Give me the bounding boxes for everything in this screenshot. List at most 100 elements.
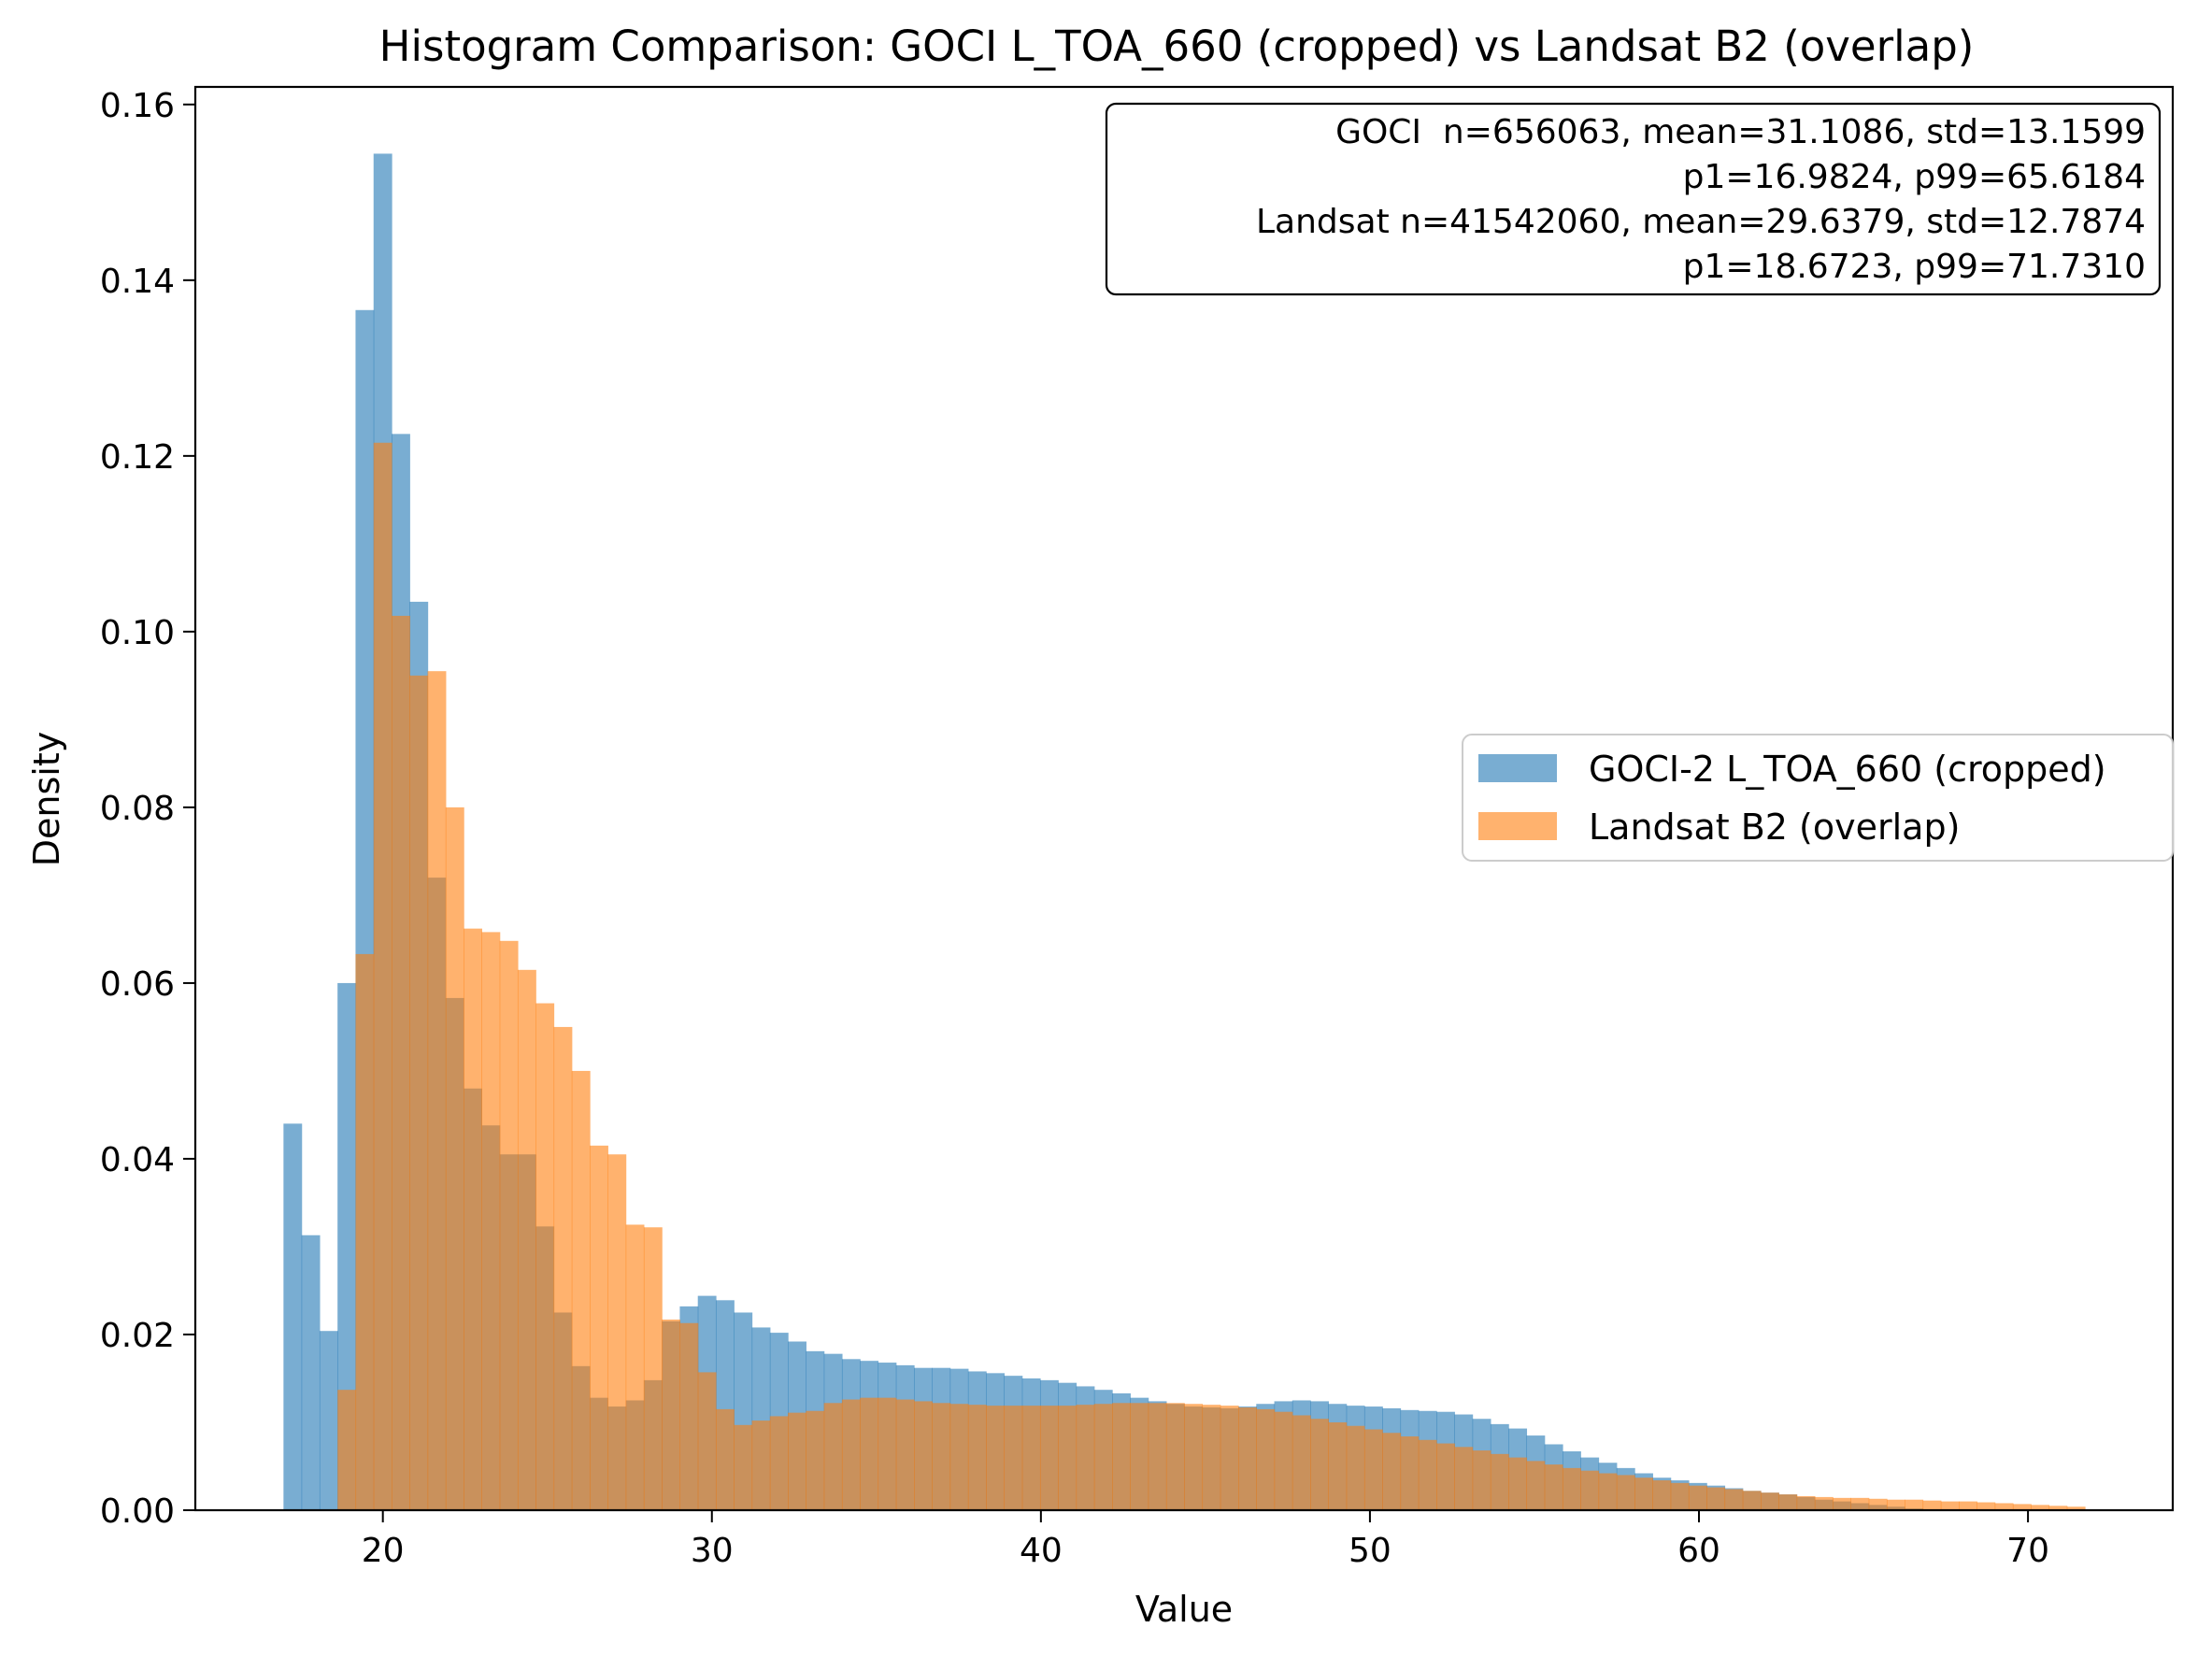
x-tick-label: 50 [1349, 1532, 1391, 1570]
y-tick-label: 0.12 [100, 438, 175, 477]
landsat-bar [1436, 1443, 1455, 1510]
y-tick-label: 0.06 [100, 965, 175, 1004]
x-tick-label: 70 [2006, 1532, 2049, 1570]
legend: GOCI-2 L_TOA_660 (cropped) Landsat B2 (o… [1462, 734, 2174, 862]
landsat-bar [1544, 1464, 1563, 1510]
landsat-bar [2031, 1505, 2050, 1510]
landsat-bars [337, 442, 2086, 1510]
landsat-bar [1886, 1499, 1905, 1510]
x-tick-label: 20 [362, 1532, 405, 1570]
y-tick-label: 0.02 [100, 1317, 175, 1355]
landsat-bar [1130, 1403, 1149, 1510]
landsat-bar [932, 1403, 951, 1510]
landsat-bar [1256, 1408, 1276, 1510]
landsat-bar [1220, 1406, 1239, 1510]
stats-annotation-frame [1105, 102, 2162, 296]
landsat-bar [571, 1070, 591, 1510]
landsat-bar [1238, 1407, 1257, 1510]
goci-bar [283, 1123, 303, 1510]
y-tick-label: 0.00 [100, 1492, 175, 1531]
landsat-bar [1112, 1403, 1131, 1510]
landsat-bar [1977, 1502, 1996, 1510]
x-tick-label: 60 [1677, 1532, 1720, 1570]
landsat-bar [823, 1403, 843, 1510]
landsat-bar [1363, 1429, 1383, 1510]
landsat-bar [392, 615, 410, 1510]
x-tick-label: 40 [1020, 1532, 1063, 1570]
landsat-bar [769, 1416, 789, 1510]
landsat-bar [1382, 1433, 1402, 1510]
x-tick-label: 30 [691, 1532, 734, 1570]
y-tick-label: 0.08 [100, 790, 175, 828]
stats-line-goci-percentiles: p1=16.9824, p99=65.6184 [1683, 158, 2146, 196]
landsat-bar [1580, 1470, 1600, 1510]
landsat-bar [1868, 1498, 1888, 1510]
landsat-bar [1165, 1403, 1185, 1510]
landsat-bar [878, 1397, 897, 1510]
landsat-bar [967, 1405, 987, 1510]
landsat-bar [1148, 1403, 1167, 1510]
landsat-bar [1310, 1419, 1329, 1510]
landsat-bar [715, 1408, 735, 1510]
x-axis-label: Value [1135, 1589, 1233, 1630]
landsat-bar [409, 675, 429, 1510]
landsat-bar [590, 1145, 608, 1510]
landsat-bar [427, 671, 447, 1510]
landsat-bar [662, 1319, 681, 1510]
goci-bar [301, 1235, 321, 1510]
landsat-bar [481, 932, 501, 1510]
y-tick-label: 0.16 [100, 87, 175, 125]
landsat-bar [1634, 1478, 1653, 1510]
landsat-bar [1814, 1496, 1834, 1510]
landsat-bar [679, 1322, 699, 1510]
landsat-bar [1652, 1480, 1672, 1510]
landsat-bar [643, 1227, 663, 1510]
y-tick-label: 0.10 [100, 614, 175, 652]
legend-swatch-landsat [1478, 812, 1557, 840]
landsat-bar [1184, 1404, 1204, 1510]
landsat-bar [607, 1154, 627, 1510]
landsat-bar [553, 1026, 573, 1510]
landsat-bar [1508, 1457, 1528, 1510]
legend-label-goci: GOCI-2 L_TOA_660 (cropped) [1589, 749, 2106, 790]
landsat-bar [806, 1410, 825, 1510]
landsat-bar [1526, 1461, 1546, 1510]
landsat-bar [1670, 1482, 1690, 1510]
landsat-bar [1724, 1489, 1744, 1510]
landsat-bar [1761, 1492, 1779, 1510]
y-tick-label: 0.14 [100, 263, 175, 301]
landsat-bar [1021, 1406, 1041, 1510]
y-axis-label: Density [26, 732, 67, 866]
landsat-bar [1039, 1406, 1059, 1510]
landsat-bar [625, 1224, 645, 1510]
landsat-bar [1202, 1405, 1221, 1510]
landsat-bar [2048, 1506, 2068, 1510]
stats-line-goci: GOCI n=656063, mean=31.1086, std=13.1599 [1335, 113, 2146, 151]
landsat-bar [1833, 1497, 1852, 1510]
landsat-bar [535, 1003, 555, 1510]
landsat-bar [734, 1424, 753, 1510]
stats-line-landsat: Landsat n=41542060, mean=29.6379, std=12… [1256, 203, 2146, 241]
landsat-bar [517, 969, 536, 1510]
landsat-bar [499, 940, 519, 1510]
landsat-bar [1850, 1497, 1870, 1510]
landsat-bar [1292, 1415, 1311, 1510]
chart-title: Histogram Comparison: GOCI L_TOA_660 (cr… [379, 21, 1975, 71]
landsat-bar [1778, 1494, 1798, 1510]
y-axis: 0.00 0.02 0.04 0.06 0.08 0.10 0.12 0.14 0.16 [100, 87, 195, 1531]
landsat-bar [1598, 1473, 1618, 1510]
landsat-bar [895, 1399, 915, 1510]
landsat-bar [1454, 1447, 1474, 1510]
landsat-bar [788, 1412, 806, 1510]
landsat-bar [986, 1406, 1006, 1510]
legend-swatch-goci [1478, 754, 1557, 782]
landsat-bar [1274, 1411, 1293, 1510]
landsat-bar [1472, 1450, 1491, 1510]
landsat-bar [1328, 1421, 1348, 1510]
landsat-bar [373, 442, 392, 1510]
landsat-bar [1796, 1495, 1816, 1510]
stats-annotation-box: GOCI n=656063, mean=31.1086, std=13.1599… [1105, 102, 2162, 296]
landsat-bar [2066, 1506, 2086, 1510]
